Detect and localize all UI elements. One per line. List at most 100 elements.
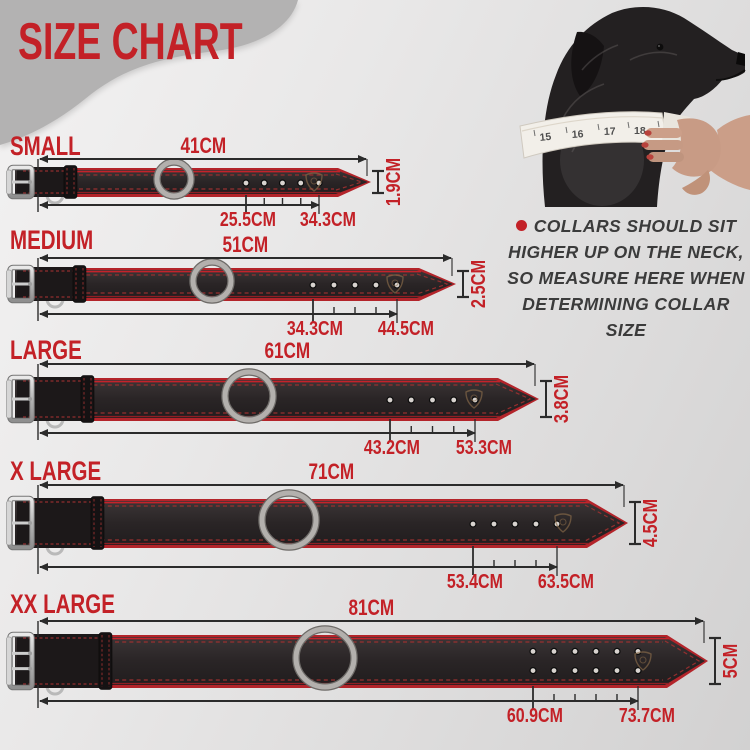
collar-hole [309, 281, 317, 289]
size-label: XX LARGE [10, 589, 115, 619]
size-row-x-large [6, 481, 641, 576]
last-hole-value: 53.3CM [456, 436, 512, 459]
first-hole-value: 25.5CM [220, 208, 276, 231]
collar-hole [278, 179, 287, 187]
first-hole-distance-label: 34.3CM [255, 317, 375, 340]
tape-ticks [533, 120, 660, 137]
length-value: 81CM [348, 595, 395, 620]
tape-number: 16 [571, 128, 584, 141]
collar-hole [351, 281, 359, 289]
length-dimension-label: 81CM [302, 597, 442, 619]
collar-hole [613, 647, 621, 656]
note-line: COLLARS SHOULD SIT [500, 213, 750, 239]
embossed-logo-icon [465, 389, 483, 409]
dimension-lines [37, 360, 552, 442]
size-row-xx-large [6, 617, 721, 710]
buckle-icon [6, 631, 35, 691]
length-value: 41CM [180, 133, 226, 158]
last-hole-value: 44.5CM [378, 317, 434, 340]
tape-numbers: 15 16 17 18 [539, 125, 646, 144]
measurement-note: COLLARS SHOULD SIT HIGHER UP ON THE NECK… [500, 213, 750, 343]
last-hole-distance-label: 34.3CM [268, 208, 388, 231]
collar-graphic [6, 625, 708, 696]
collar-graphic [6, 158, 371, 205]
last-hole-distance-label: 63.5CM [506, 570, 626, 593]
length-value: 61CM [264, 338, 310, 363]
first-hole-distance-label: 25.5CM [188, 208, 308, 231]
collar-hole [529, 666, 537, 675]
collar-graphic [6, 489, 628, 556]
embossed-logo-icon [305, 172, 323, 192]
last-hole-value: 73.7CM [619, 704, 675, 727]
nail [646, 154, 654, 160]
last-hole-distance-label: 73.7CM [587, 704, 707, 727]
embossed-logo-icon [554, 513, 572, 533]
tape-number: 17 [604, 126, 616, 138]
width-dimension-label: 3.8CM [549, 374, 573, 424]
collar-hole [469, 520, 477, 528]
collar-hole [372, 281, 380, 289]
collar-hole [571, 647, 579, 656]
collar-hole [532, 520, 540, 528]
collar-hole [428, 396, 437, 404]
note-line: DETERMINING COLLAR [522, 294, 730, 314]
size-label: X LARGE [10, 456, 102, 486]
collar-hole [634, 666, 642, 675]
tape-number: 18 [634, 125, 646, 137]
size-label: SMALL [10, 131, 81, 161]
keeper-loop [80, 375, 95, 423]
collar-hole [529, 647, 537, 656]
collar-hole [450, 396, 458, 404]
first-hole-value: 43.2CM [364, 436, 420, 459]
length-dimension-label: 41CM [133, 135, 273, 157]
collar-hole [297, 179, 305, 187]
size-label: MEDIUM [10, 225, 94, 255]
note-line: SIZE [605, 320, 647, 340]
dimension-lines [37, 254, 469, 323]
buckle-icon [6, 164, 35, 200]
collar-hole [613, 666, 621, 675]
first-hole-distance-label: 43.2CM [332, 436, 452, 459]
width-dimension-label: 1.9CM [381, 157, 405, 207]
width-dimension-label: 5CM [718, 643, 742, 679]
collar-hole [490, 520, 498, 528]
last-hole-distance-label: 44.5CM [346, 317, 466, 340]
collar-hole [330, 281, 338, 289]
first-hole-value: 34.3CM [287, 317, 343, 340]
first-hole-value: 60.9CM [507, 704, 563, 727]
collar-hole [242, 179, 250, 187]
length-dimension-label: 61CM [217, 340, 357, 362]
length-value: 71CM [308, 459, 355, 484]
last-hole-value: 63.5CM [538, 570, 594, 593]
collar-graphic [6, 368, 539, 429]
background-blob [0, 0, 298, 145]
collar-hole [550, 666, 558, 675]
first-hole-value: 53.4CM [447, 570, 503, 593]
buckle-icon [6, 374, 35, 424]
dimension-lines [37, 481, 641, 576]
dimension-lines [37, 617, 721, 710]
size-row-large [6, 360, 552, 442]
size-row-medium [6, 254, 469, 323]
dimension-lines [37, 155, 384, 214]
collar-hole [260, 179, 268, 187]
first-hole-distance-label: 60.9CM [475, 704, 595, 727]
collar-graphic [6, 258, 456, 309]
last-hole-value: 34.3CM [300, 208, 356, 231]
size-row-small [6, 155, 384, 214]
last-hole-distance-label: 53.3CM [424, 436, 544, 459]
embossed-logo-icon [386, 274, 404, 294]
buckle-icon [6, 264, 35, 304]
length-dimension-label: 71CM [262, 461, 402, 483]
collar-hole [550, 647, 558, 656]
width-dimension-label: 4.5CM [638, 498, 662, 548]
size-label: LARGE [10, 335, 82, 365]
note-line: SO MEASURE HERE WHEN [507, 268, 745, 288]
nail [644, 130, 652, 136]
collar-hole [592, 647, 600, 656]
collar-hole [386, 396, 394, 404]
